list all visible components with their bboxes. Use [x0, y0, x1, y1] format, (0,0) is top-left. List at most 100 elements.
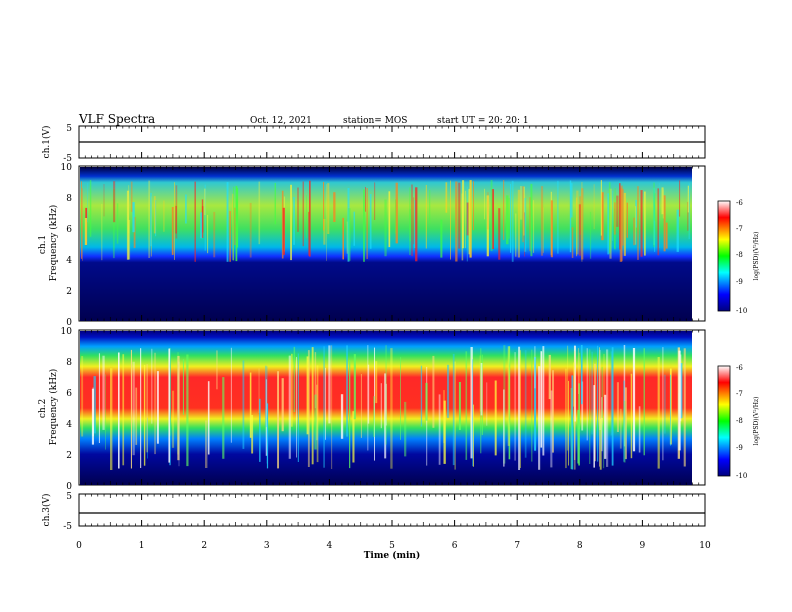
ch2-streak-107: [678, 350, 681, 451]
ch2-streak-166: [479, 355, 481, 412]
ch2-streak-151: [548, 354, 551, 400]
ch1-streak-42: [333, 192, 336, 222]
ch1-streak-156: [236, 187, 239, 248]
ch1-v-tick-top: 5: [66, 124, 72, 134]
ch1-streak-30: [353, 211, 355, 246]
ch2-streak-124: [281, 378, 284, 432]
ch1-streak-125: [101, 203, 103, 261]
ch2-streak-142: [494, 380, 497, 456]
ch1-streak-41: [687, 201, 689, 231]
ch2-streak-74: [567, 345, 569, 451]
ch1-streak-93: [576, 190, 579, 255]
ch2-streak-128: [580, 345, 583, 405]
ch2-streak-63: [669, 368, 672, 445]
ch1-streak-144: [550, 200, 553, 258]
ch1-streak-20: [469, 180, 472, 258]
ch2-streak-69: [443, 390, 445, 443]
ch1-streak-136: [204, 188, 206, 216]
ch1-streak-7: [116, 203, 119, 244]
ch2-f-tick-2: 2: [66, 451, 72, 461]
ch1-streak-71: [82, 188, 83, 261]
ch2-streak-98: [452, 353, 455, 466]
ch1-streak-130: [163, 200, 165, 232]
ch3-v-tick-top: 5: [66, 492, 72, 502]
ch1-streak-138: [653, 182, 655, 247]
ch1-streak-83: [653, 187, 655, 245]
ch2-streak-160: [534, 346, 536, 389]
ch2-streak-129: [540, 351, 543, 448]
ch2-streak-135: [325, 367, 326, 440]
x-tick-label-9: 9: [640, 541, 646, 551]
ch2-streak-123: [154, 352, 156, 455]
ch1-streak-77: [515, 213, 517, 257]
ch2-streak-15: [602, 417, 605, 469]
ch1-streak-22: [112, 189, 115, 259]
ch2-streak-154: [259, 398, 261, 462]
ch1-streak-110: [458, 182, 461, 249]
ch1-streak-46: [348, 208, 351, 261]
ch2-streak-139: [524, 350, 527, 458]
ch1-streak-34: [665, 222, 668, 249]
ch1-streak-162: [661, 187, 664, 215]
ch1-ylabel-line2: Frequency (kHz): [48, 205, 59, 282]
ch2-streak-147: [591, 351, 593, 435]
ch2-spectrogram-ylabel: ch.2 Frequency (kHz): [38, 369, 59, 446]
ch1-streak-160: [640, 190, 643, 257]
ch2-streak-68: [230, 347, 232, 443]
ch2-streak-159: [599, 349, 601, 430]
ch2-streak-156: [623, 401, 626, 463]
ch1-streak-142: [89, 180, 92, 237]
x-tick-label-1: 1: [139, 541, 145, 551]
cb1-tick-7: -7: [736, 225, 743, 233]
ch1-streak-80: [608, 182, 611, 254]
ch2-streak-59: [657, 357, 660, 469]
ch2-streak-158: [573, 362, 575, 407]
ch1-streak-6: [342, 217, 344, 260]
ch2-streak-121: [480, 348, 482, 454]
ch1-streak-11: [607, 193, 609, 255]
ch2-streak-9: [508, 346, 511, 460]
ch2-streak-57: [130, 349, 132, 469]
ch1-streak-151: [679, 180, 681, 217]
ch1-f-tick-2: 2: [66, 287, 72, 297]
ch1-voltage-ylabel: ch.1(V): [41, 126, 52, 159]
x-axis-label: Time (min): [364, 550, 421, 561]
cb1-tick-10: -10: [736, 307, 747, 315]
x-axis-tick-labels: 0 1 2 3 4 5 6 7 8 9 10: [76, 541, 711, 551]
ch1-streak-123: [626, 202, 628, 238]
ch2-streak-118: [604, 394, 607, 459]
ch1-streak-56: [663, 195, 666, 252]
cb1-tick-9: -9: [736, 278, 743, 286]
ch1-f-tick-8: 8: [66, 194, 72, 204]
ch1-streak-108: [150, 196, 152, 257]
ch2-streak-84: [352, 411, 355, 463]
ch1-streak-35: [103, 184, 105, 217]
ch1-streak-65: [374, 182, 376, 220]
ch1-streak-103: [113, 181, 116, 223]
ch1-streak-100: [274, 183, 276, 225]
ch2-streak-0: [93, 376, 96, 434]
ch2-streak-85: [384, 373, 387, 459]
ch1-f-tick-6: 6: [66, 225, 72, 235]
ch3-voltage-ylabel: ch.3(V): [41, 494, 52, 527]
date-label: Oct. 12, 2021: [250, 116, 312, 126]
colorbar-ch1-scale: [717, 200, 731, 312]
ch2-streak-51: [619, 408, 622, 449]
ch1-streak-89: [540, 186, 544, 256]
x-tick-label-8: 8: [577, 541, 583, 551]
ch1-streak-29: [384, 199, 387, 257]
x-tick-label-10: 10: [699, 541, 711, 551]
ch2-streak-3: [331, 345, 333, 469]
ch1-streak-38: [323, 182, 325, 231]
x-tick-label-5: 5: [389, 541, 395, 551]
ch1-streak-131: [194, 181, 196, 262]
ch1-streak-149: [369, 194, 372, 249]
ch1-streak-72: [326, 184, 327, 261]
ch2-streak-37: [470, 347, 473, 459]
ch1-streak-96: [465, 190, 466, 249]
ch1-streak-99: [557, 180, 559, 254]
ch2-streak-132: [306, 356, 309, 435]
ch2-streak-6: [296, 357, 297, 458]
ch2-streak-117: [518, 346, 521, 470]
ch1-streak-127: [302, 181, 304, 247]
